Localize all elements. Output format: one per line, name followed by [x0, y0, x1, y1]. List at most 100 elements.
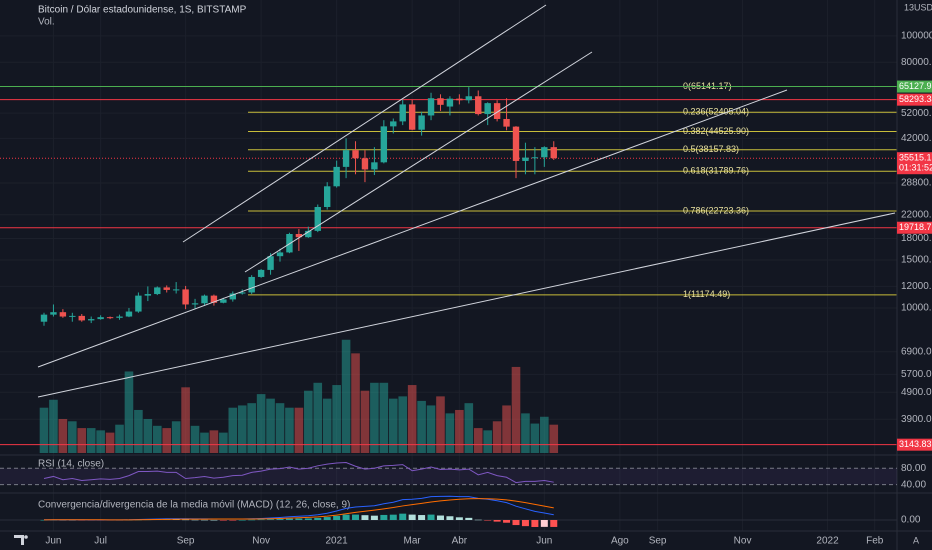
macd-histogram-bar: [285, 518, 293, 520]
candle-body: [201, 295, 208, 304]
candle-body: [503, 118, 510, 127]
macd-histogram-bar: [314, 517, 322, 520]
volume-bar: [483, 430, 492, 453]
fib-label: 1(11174.49): [683, 289, 730, 299]
macd-histogram-bar: [484, 520, 492, 521]
volume-bar: [162, 428, 172, 453]
volume-bar: [285, 407, 294, 453]
volume-bar: [134, 409, 143, 453]
price-label: 19718.72: [899, 222, 932, 232]
volume-bar: [181, 387, 190, 453]
x-tick-label: 2022: [816, 536, 839, 547]
candle-body: [446, 98, 454, 107]
candle-body: [361, 158, 369, 170]
macd-histogram-bar: [219, 520, 227, 521]
candle-body: [408, 104, 416, 130]
candle-body: [531, 157, 539, 159]
volume-bar: [49, 399, 58, 453]
price-label: 58293.34: [899, 94, 932, 104]
volume-bar: [304, 390, 313, 453]
price-label-box: [897, 80, 932, 93]
y-tick-label: 100000.00: [901, 31, 932, 42]
currency[interactable]: USD: [914, 2, 932, 12]
y-tick-label: 28800.00: [901, 178, 932, 189]
volume-bar: [341, 339, 351, 453]
candle-body: [512, 126, 520, 161]
y-tick-label: 4900.00: [901, 387, 932, 398]
candle-body: [465, 96, 472, 101]
volume-bar: [275, 403, 285, 453]
volume-label: Vol.: [38, 17, 55, 28]
macd-histogram-bar: [333, 515, 341, 520]
volume-bar: [417, 400, 426, 453]
x-tick-label: Nov: [252, 536, 270, 547]
candle-body: [69, 315, 76, 317]
trend-line: [244, 51, 593, 273]
macd-histogram-bar: [40, 519, 48, 521]
volume-bar: [351, 353, 360, 453]
x-tick-label: Jun: [45, 536, 61, 547]
y-tick-label: 18000.00: [901, 233, 932, 244]
candle-body: [342, 150, 350, 167]
volume-bar: [58, 419, 68, 453]
fib-label: 0.786(22723.36): [683, 205, 749, 215]
x-tick-label: Sep: [649, 536, 667, 547]
volume-bar: [115, 424, 124, 453]
candle-body: [352, 150, 359, 159]
volume-bar: [540, 416, 549, 453]
price-label-box: [897, 93, 932, 106]
macd-histogram-bar: [248, 519, 256, 521]
macd-histogram-bar: [512, 520, 520, 526]
macd-histogram-bar: [474, 519, 482, 521]
macd-histogram-bar: [455, 517, 463, 520]
volume-bar: [77, 428, 87, 453]
volume-bar: [360, 390, 370, 453]
macd-histogram-bar: [210, 519, 218, 521]
candle-body: [229, 293, 236, 300]
candle-body: [154, 287, 161, 295]
macd-histogram-bar: [503, 520, 511, 523]
candle-body: [191, 303, 199, 305]
macd-histogram-bar: [408, 514, 416, 520]
x-tick-label: Sep: [177, 536, 195, 547]
y-tick-label: 6900.00: [901, 346, 932, 357]
fib-label: 0.5(38157.83): [683, 144, 739, 154]
volume-bar: [426, 405, 436, 453]
macd-histogram-bar: [418, 515, 426, 520]
volume-bar: [502, 405, 511, 453]
volume-bar: [105, 432, 115, 453]
candle-body: [257, 269, 265, 277]
candle-body: [210, 295, 218, 303]
candle-body: [97, 317, 104, 320]
volume-bar: [190, 425, 200, 453]
x-tick-label: Jun: [536, 536, 552, 547]
macd-histogram-bar: [352, 514, 360, 520]
macd-histogram-bar: [267, 519, 275, 520]
macd-histogram-bar: [361, 515, 369, 520]
candle-body: [295, 233, 303, 238]
candle-body: [324, 186, 331, 208]
y-tick-label: 80000.00: [901, 57, 932, 68]
macd-histogram-bar: [389, 514, 397, 520]
auto-scale-button[interactable]: A: [913, 535, 919, 545]
macd-histogram-bar: [238, 519, 246, 521]
candle-body: [484, 103, 491, 115]
x-tick-label: Jul: [94, 536, 107, 547]
candle-body: [182, 289, 189, 305]
x-tick-label: Ago: [611, 536, 629, 547]
volume-bar: [492, 421, 502, 453]
trend-line: [182, 4, 547, 243]
candle-body: [550, 147, 557, 159]
fib-label: 0.618(31789.76): [683, 166, 749, 176]
volume-bar: [86, 428, 96, 453]
volume-bar: [266, 398, 275, 453]
candle-body: [135, 295, 142, 312]
candle-body: [399, 104, 406, 122]
candle-body: [541, 147, 548, 158]
macd-histogram-bar: [436, 515, 444, 520]
volume-bar: [322, 398, 332, 453]
volume-bar: [332, 385, 341, 453]
currency-count[interactable]: 13: [904, 2, 914, 12]
